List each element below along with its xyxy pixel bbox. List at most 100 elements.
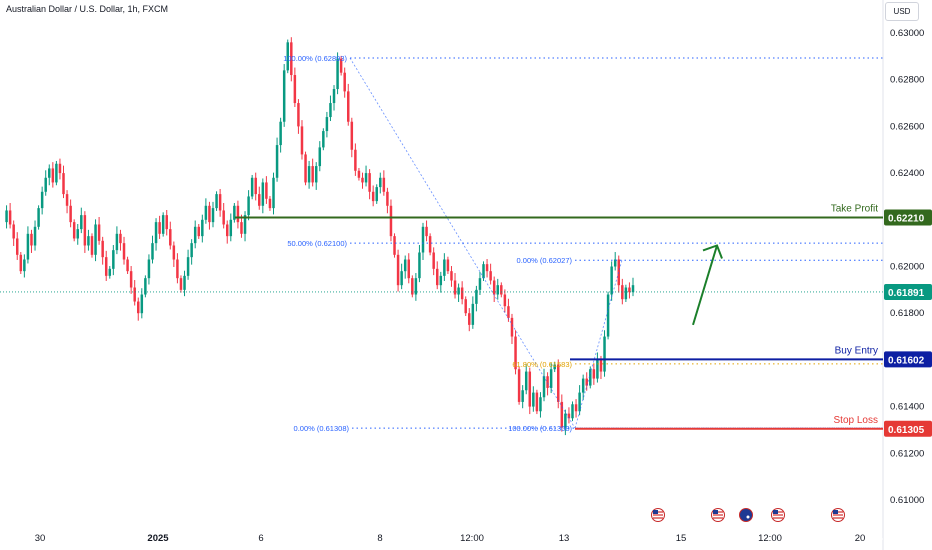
candle-body	[485, 264, 489, 272]
x-tick-label: 12:00	[460, 533, 484, 544]
candle-body	[503, 294, 507, 307]
y-tick-label: 0.61800	[890, 308, 924, 319]
x-tick-label: 30	[35, 533, 46, 544]
candle-body	[418, 252, 421, 279]
candle-body	[97, 224, 101, 241]
candle-body	[396, 254, 400, 286]
candle-body	[379, 177, 382, 188]
candle-body	[325, 117, 329, 132]
candle-body	[55, 163, 58, 183]
candle-body	[307, 166, 311, 183]
candle-body	[610, 266, 613, 295]
candle-body	[464, 299, 467, 314]
candle-body	[596, 359, 599, 379]
candle-body	[560, 401, 564, 428]
fib-level-label: 100.00% (0.62893)	[283, 54, 347, 63]
candle-body	[240, 222, 243, 234]
fib2-level-label: 100.00% (0.61308)	[508, 424, 572, 433]
candle-body	[414, 278, 418, 295]
candle-body	[567, 413, 571, 419]
candle-body	[101, 240, 104, 258]
us-flag-icon[interactable]	[771, 508, 785, 522]
candle-body	[542, 376, 546, 398]
candle-body	[510, 317, 514, 337]
candle-body	[507, 306, 510, 318]
projection-arrowhead	[702, 244, 723, 259]
candle-body	[606, 294, 610, 337]
candle-body	[514, 336, 517, 370]
candle-body	[521, 390, 524, 402]
candle-body	[265, 182, 268, 199]
candle-body	[30, 233, 33, 246]
candle-body	[428, 236, 432, 253]
current-price-tag	[884, 283, 932, 300]
fib2-level-label: 61.80% (0.61583)	[512, 360, 572, 369]
candle-body	[151, 243, 154, 260]
candle-body	[425, 226, 428, 237]
candle-body	[40, 191, 44, 209]
candle-body	[297, 103, 300, 127]
candle-body	[393, 236, 396, 255]
level-price-tag	[884, 420, 932, 437]
candle-body	[532, 392, 535, 407]
candle-body	[557, 364, 560, 402]
candle-body	[443, 259, 446, 276]
level-price-value: 0.62210	[888, 213, 925, 224]
candle-body	[201, 219, 204, 237]
y-tick-label: 0.61000	[890, 495, 924, 506]
candle-body	[129, 271, 133, 288]
candle-body	[33, 226, 37, 246]
us-flag-icon[interactable]	[831, 508, 845, 522]
candle-body	[137, 301, 140, 314]
candle-body	[190, 243, 193, 258]
candle-body	[368, 173, 371, 192]
candle-body	[500, 285, 503, 295]
candle-body	[126, 259, 129, 272]
candle-body	[322, 131, 325, 148]
candle-body	[354, 149, 357, 171]
candle-body	[585, 378, 588, 386]
level-price-tag	[884, 351, 932, 368]
candle-body	[215, 194, 218, 209]
candle-body	[58, 163, 62, 174]
us-flag-icon[interactable]	[711, 508, 725, 522]
candle-body	[578, 392, 581, 412]
candle-body	[293, 75, 297, 104]
projection-arrow	[692, 245, 718, 326]
candle-body	[371, 191, 375, 202]
candle-body	[336, 58, 339, 90]
candle-body	[489, 271, 492, 281]
fib-level-label: 50.00% (0.62100)	[287, 239, 347, 248]
candle-body	[169, 229, 172, 246]
candle-body	[581, 378, 585, 393]
candle-body	[332, 89, 336, 104]
au-flag-icon[interactable]	[739, 508, 753, 522]
level-price-value: 0.61602	[888, 355, 925, 366]
candle-body	[197, 226, 201, 237]
candle-body	[279, 121, 282, 146]
candle-body	[193, 226, 197, 244]
candle-body	[599, 359, 603, 372]
candle-body	[564, 413, 567, 428]
candle-body	[357, 170, 361, 178]
candle-body	[250, 177, 254, 197]
candle-body	[179, 278, 183, 290]
candle-body	[72, 222, 76, 239]
candle-body	[468, 313, 471, 325]
candle-body	[268, 198, 272, 209]
candle-body	[311, 166, 314, 183]
candle-body	[133, 287, 136, 302]
candle-body	[19, 254, 23, 272]
candle-body	[453, 280, 457, 295]
y-tick-label: 0.62400	[890, 168, 924, 179]
candle-body	[12, 224, 15, 239]
candle-body	[272, 177, 275, 209]
candle-body	[435, 268, 439, 286]
us-flag-icon[interactable]	[651, 508, 665, 522]
candle-body	[411, 278, 414, 295]
candle-body	[339, 58, 343, 73]
candle-body	[158, 222, 161, 234]
candle-body	[26, 233, 30, 260]
currency-unit-button[interactable]: USD	[885, 2, 919, 21]
